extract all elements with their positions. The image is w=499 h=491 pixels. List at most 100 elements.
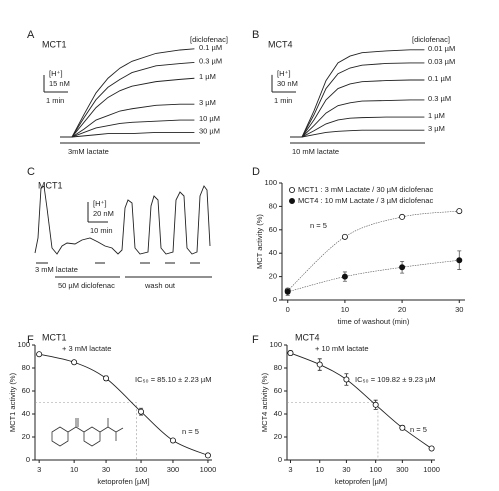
stimulus-label: 3 mM lactate: [35, 265, 78, 274]
trace-line: [290, 79, 425, 138]
scale-x-label: 10 min: [90, 226, 113, 235]
trace-line: [290, 49, 425, 138]
fit-curve: [287, 259, 460, 293]
panel-letter: D: [252, 166, 260, 178]
panel-title: MCT1: [42, 332, 67, 342]
y-tick-label: 100: [264, 178, 277, 187]
y-tick-label: 20: [22, 432, 30, 441]
scale-y-label: 30 nM: [277, 79, 298, 88]
annotation: n = 5: [182, 427, 199, 436]
y-tick-label: 40: [274, 409, 282, 418]
y-tick-label: 20: [274, 432, 282, 441]
trace-label: 0.3 µM: [199, 56, 222, 65]
scale-y-label: 20 nM: [93, 209, 114, 218]
panel-title: MCT1: [38, 180, 63, 190]
data-point: [456, 257, 463, 264]
annotation: n = 5: [310, 221, 327, 230]
x-tick-label: 10: [70, 465, 78, 474]
y-tick-label: 0: [278, 455, 282, 464]
y-tick-label: 60: [22, 386, 30, 395]
y-tick-label: 80: [269, 201, 277, 210]
ic50-guide: [35, 402, 137, 460]
x-axis-label: time of washout (min): [338, 317, 410, 326]
y-tick-label: 80: [22, 363, 30, 372]
trace-label: 0.03 µM: [428, 57, 455, 66]
data-point: [343, 376, 350, 383]
trace-line: [60, 48, 195, 138]
data-point: [284, 288, 291, 295]
panel-letter: C: [27, 166, 35, 178]
trace-line: [290, 99, 425, 138]
trace-line: [34, 185, 211, 255]
data-point: [138, 408, 145, 415]
legend-label: MCT1 : 3 mM Lactate / 30 µM diclofenac: [298, 185, 433, 194]
x-tick-label: 3: [288, 465, 292, 474]
trace-label: 30 µM: [199, 126, 220, 135]
data-point: [71, 359, 78, 366]
stimulus-label: wash out: [144, 281, 176, 290]
trace-label: 0.1 µM: [199, 43, 222, 52]
data-point: [428, 445, 435, 452]
legend-title: [diclofenac]: [190, 35, 228, 44]
x-tick-label: 3: [37, 465, 41, 474]
x-tick-label: 30: [455, 305, 463, 314]
x-tick-label: 20: [398, 305, 406, 314]
data-point: [399, 213, 406, 220]
trace-label: 0.01 µM: [428, 44, 455, 53]
ic50-guide: [287, 402, 379, 460]
annotation: n = 5: [410, 425, 427, 434]
scale-unit: [H⁺]: [277, 69, 291, 78]
y-tick-label: 60: [269, 225, 277, 234]
data-point: [456, 208, 463, 215]
panel-title: MCT1: [42, 39, 67, 49]
legend-marker: [288, 197, 295, 204]
x-tick-label: 300: [396, 465, 409, 474]
panel-title: MCT4: [268, 39, 293, 49]
ketoprofen-structure: [51, 418, 124, 447]
data-point: [399, 264, 406, 271]
y-axis-label: MCT activity (%): [255, 214, 264, 269]
x-tick-label: 0: [286, 305, 290, 314]
trace-line: [60, 119, 195, 138]
data-point: [204, 452, 211, 459]
x-tick-label: 30: [342, 465, 350, 474]
trace-label: 0.1 µM: [428, 74, 451, 83]
trace-line: [60, 61, 195, 138]
data-point: [399, 424, 406, 431]
y-tick-label: 100: [17, 340, 30, 349]
y-axis-label: MCT1 activity (%): [8, 372, 17, 432]
data-point: [341, 233, 348, 240]
y-axis-label: MCT4 activity (%): [260, 372, 269, 432]
trace-label: 10 µM: [199, 114, 220, 123]
panel-letter: A: [27, 29, 35, 41]
stimulus-label: 10 mM lactate: [292, 147, 339, 156]
x-tick-label: 10: [341, 305, 349, 314]
x-tick-label: 100: [135, 465, 148, 474]
trace-label: 3 µM: [199, 98, 216, 107]
panel-letter: B: [252, 29, 259, 41]
scale-unit: [H⁺]: [93, 199, 107, 208]
data-point: [341, 273, 348, 280]
data-point: [103, 375, 110, 382]
trace-label: 1 µM: [199, 72, 216, 81]
fit-curve: [39, 353, 209, 456]
y-tick-label: 60: [274, 386, 282, 395]
ic50-label: IC₅₀ = 85.10 ± 2.23 µM: [135, 375, 211, 384]
annotation: + 3 mM lactate: [62, 344, 111, 353]
x-tick-label: 30: [102, 465, 110, 474]
data-point: [372, 401, 379, 408]
x-axis-label: ketoprofen [µM]: [335, 477, 387, 486]
fit-curve: [290, 352, 432, 449]
y-tick-label: 100: [269, 340, 282, 349]
trace-label: 3 µM: [428, 124, 445, 133]
trace-line: [290, 116, 425, 138]
x-tick-label: 300: [167, 465, 180, 474]
y-tick-label: 40: [22, 409, 30, 418]
trace-line: [290, 129, 425, 138]
x-tick-label: 1000: [200, 465, 217, 474]
x-tick-label: 100: [369, 465, 382, 474]
annotation: + 10 mM lactate: [315, 344, 369, 353]
ic50-label: IC₅₀ = 109.82 ± 9.23 µM: [355, 375, 436, 384]
trace-line: [290, 62, 425, 138]
